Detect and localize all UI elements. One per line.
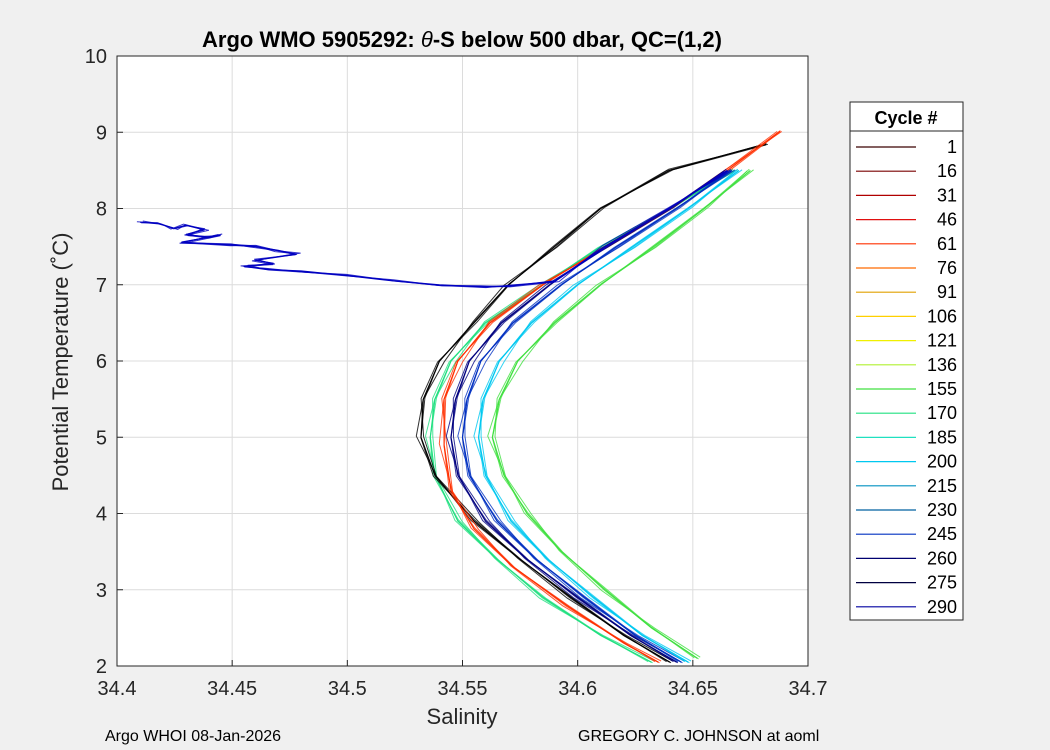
legend-label: 121 — [927, 331, 957, 351]
series-line-black-early-copy — [420, 144, 767, 663]
legend-title: Cycle # — [874, 108, 937, 128]
chart-title: Argo WMO 5905292: θ-S below 500 dbar, QC… — [202, 27, 722, 52]
y-tick-label: 4 — [96, 504, 107, 526]
legend-label: 170 — [927, 403, 957, 423]
y-tick-label: 9 — [96, 122, 107, 144]
series-line-cyan-copy — [480, 169, 743, 663]
legend-label: 215 — [927, 476, 957, 496]
footer-right: GREGORY C. JOHNSON at aoml — [578, 728, 819, 745]
legend-label: 61 — [937, 234, 957, 254]
y-tick-label: 6 — [96, 351, 107, 373]
legend-label: 136 — [927, 355, 957, 375]
series-line-green-high-salinity-copy — [494, 169, 754, 659]
legend-label: 275 — [927, 573, 957, 593]
x-tick-label: 34.4 — [98, 678, 137, 700]
legend-label: 155 — [927, 379, 957, 399]
legend-label: 1 — [947, 137, 957, 157]
x-tick-label: 34.45 — [207, 678, 257, 700]
series-line-intrusion-cycle-copy — [142, 170, 732, 288]
legend-label: 260 — [927, 548, 957, 568]
legend-label: 185 — [927, 427, 957, 447]
legend-label: 245 — [927, 524, 957, 544]
y-tick-label: 10 — [85, 46, 107, 68]
legend-items: 1 16 31 46 61 76 91 106 121 136 155 170 185 200 215 230… — [856, 137, 957, 617]
series-line-blue-copy — [464, 169, 736, 663]
series-line-black-early-copy — [415, 143, 764, 662]
series-line-cyan-copy — [473, 170, 737, 662]
legend-label: 106 — [927, 306, 957, 326]
footer-left: Argo WHOI 08-Jan-2026 — [105, 728, 281, 745]
y-tick-label: 7 — [96, 275, 107, 297]
legend: Cycle # 1 16 31 46 61 76 91 106 121 136 155 170 185 2… — [849, 101, 964, 621]
x-axis-label: Salinity — [427, 704, 498, 729]
y-tick-label: 3 — [96, 580, 107, 602]
y-tick-label: 8 — [96, 199, 107, 221]
series-line-green-low-salinity-copy — [432, 169, 738, 663]
series-line-green-high-salinity-copy — [487, 170, 748, 658]
x-tick-label: 34.6 — [558, 678, 597, 700]
series-line-black-early-copy — [420, 143, 769, 664]
series-line-blue-copy — [457, 170, 730, 662]
y-ticks: 2 3 4 5 6 7 8 9 10 — [85, 46, 123, 678]
y-axis-label: Potential Temperature (˚C) — [48, 233, 73, 492]
x-tick-label: 34.65 — [668, 678, 718, 700]
series-group — [136, 130, 782, 664]
legend-label: 91 — [937, 282, 957, 302]
x-tick-label: 34.55 — [437, 678, 487, 700]
legend-label: 16 — [937, 161, 957, 181]
y-tick-label: 5 — [96, 427, 107, 449]
legend-label: 230 — [927, 500, 957, 520]
x-ticks: 34.4 34.45 34.5 34.55 34.6 34.65 34.7 — [98, 660, 828, 700]
legend-label: 200 — [927, 452, 957, 472]
x-tick-label: 34.5 — [328, 678, 367, 700]
legend-label: 31 — [937, 185, 957, 205]
legend-label: 76 — [937, 258, 957, 278]
legend-label: 290 — [927, 597, 957, 617]
x-tick-label: 34.7 — [789, 678, 828, 700]
legend-label: 46 — [937, 210, 957, 230]
y-tick-label: 2 — [96, 656, 107, 678]
